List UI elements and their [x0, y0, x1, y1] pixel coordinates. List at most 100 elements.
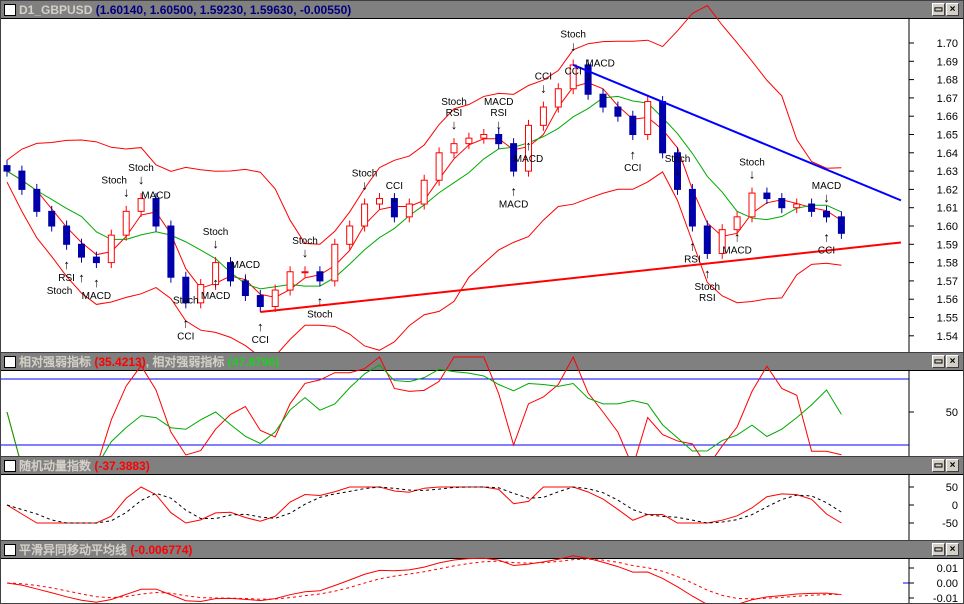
candle-body	[435, 152, 443, 181]
signal-label: Stoch	[560, 29, 586, 40]
y-tick-label: 1.61	[937, 203, 958, 215]
signal-arrow-up-icon: ↑	[183, 316, 190, 331]
macd-chart: 0.01 0.00 -0.01	[6, 555, 958, 603]
signal-label: CCI	[818, 245, 835, 256]
y-tick-label: -50	[942, 518, 958, 530]
signal-label: CCI	[252, 335, 269, 346]
main-chart-panel[interactable]: D1_GBPUSD (1.60140, 1.60500, 1.59230, 1.…	[0, 0, 964, 353]
panel-checkbox[interactable]	[4, 4, 16, 16]
signal-arrow-up-icon: ↑	[212, 275, 219, 290]
macd-title: 平滑异同移动平均线	[19, 543, 128, 557]
signal-label: RSI	[684, 255, 701, 266]
candle-body	[510, 143, 518, 172]
candle-body	[614, 106, 622, 117]
stoch-panel[interactable]: 随机动量指数 (-37.3883) ▭ × 50 0 -50	[0, 456, 964, 541]
y-tick-label: 1.57	[937, 276, 958, 288]
signal-label: RSI	[490, 108, 507, 119]
y-tick-label: 1.60	[937, 221, 958, 233]
candle-body	[584, 64, 592, 95]
candle-body	[823, 210, 830, 218]
signal-arrow-down-icon: ↓	[585, 68, 592, 83]
signal-label: Stoch	[47, 286, 73, 297]
trendline	[260, 241, 902, 314]
candle-body	[405, 203, 413, 218]
rsi-value: (35.4213)	[94, 355, 146, 369]
candle-body	[495, 134, 503, 145]
candle-body	[48, 210, 56, 227]
macd-panel[interactable]: 平滑异同移动平均线 (-0.006774) ▭ × 0.01 0.00 -0.01	[0, 540, 964, 604]
close-button[interactable]: ×	[946, 543, 959, 556]
signal-arrow-down-icon: ↓	[212, 236, 219, 251]
rsi-title-bar: 相对强弱指标 (35.4213), 相对强弱指标 (47.8796) ▭ ×	[1, 353, 963, 371]
signal-arrow-down-icon: ↓	[361, 177, 368, 192]
signal-arrow-down-icon: ↓	[302, 245, 309, 260]
panel-checkbox[interactable]	[4, 460, 16, 472]
restore-button[interactable]: ▭	[932, 355, 945, 368]
candle-body	[227, 262, 234, 282]
y-tick-label: 1.62	[937, 184, 958, 196]
macd-value: (-0.006774)	[130, 543, 193, 557]
signal-arrow-down-icon: ↓	[391, 190, 398, 205]
y-tick-label: 1.58	[937, 258, 958, 270]
y-tick-label: -0.01	[933, 593, 958, 603]
restore-button[interactable]: ▭	[932, 459, 945, 472]
signal-arrow-up-icon: ↑	[704, 266, 711, 281]
signal-label: Stoch	[307, 310, 333, 321]
rsi-fast-line	[6, 355, 842, 456]
candle-body	[808, 203, 816, 212]
signal-arrow-up-icon: ↑	[317, 294, 324, 309]
candle-body	[63, 225, 71, 245]
signal-label: MACD	[585, 59, 614, 70]
close-button[interactable]: ×	[946, 459, 959, 472]
panel-checkbox[interactable]	[4, 544, 16, 556]
candle-body	[450, 143, 458, 154]
y-tick-label: 1.55	[937, 313, 958, 325]
signal-label: CCI	[565, 66, 582, 77]
signal-label: Stoch	[665, 154, 691, 165]
restore-button[interactable]: ▭	[932, 3, 945, 16]
rsi-title-2: 相对强弱指标	[152, 355, 225, 369]
rsi-title: 相对强弱指标	[19, 355, 92, 369]
y-tick-label: 1.69	[937, 56, 958, 68]
signal-label: Stoch	[101, 176, 127, 187]
close-button[interactable]: ×	[946, 3, 959, 16]
signal-arrow-down-icon: ↓	[540, 80, 547, 95]
candle-body	[420, 179, 428, 205]
candle-body	[256, 295, 264, 308]
panel-checkbox[interactable]	[4, 356, 16, 368]
restore-button[interactable]: ▭	[932, 543, 945, 556]
candle-body	[659, 101, 667, 154]
candle-body	[599, 93, 607, 108]
signal-arrow-up-icon: ↑	[734, 229, 741, 244]
candle-body	[331, 243, 339, 282]
signal-arrow-down-icon: ↓	[674, 163, 681, 178]
signal-label: MACD	[141, 190, 170, 201]
rsi-panel[interactable]: 相对强弱指标 (35.4213), 相对强弱指标 (47.8796) ▭ × 50	[0, 352, 964, 457]
candle-body	[554, 88, 562, 108]
signal-label: MACD	[812, 181, 841, 192]
stoch-main-line	[6, 486, 842, 524]
signal-label: RSI	[446, 108, 463, 119]
signal-label: MACD	[499, 200, 528, 211]
candle-body	[763, 192, 771, 200]
candle-body	[241, 280, 249, 297]
stoch-title-bar: 随机动量指数 (-37.3883) ▭ ×	[1, 457, 963, 475]
candle-body	[733, 216, 741, 231]
candle-body	[539, 106, 547, 126]
y-tick-label: 1.70	[937, 38, 958, 50]
close-button[interactable]: ×	[946, 355, 959, 368]
candle-body	[122, 210, 130, 236]
signal-arrow-up-icon: ↑	[78, 270, 85, 285]
candle-body	[301, 271, 309, 274]
trendline	[572, 64, 902, 202]
bollinger-upper	[6, 4, 842, 245]
candle-body	[748, 192, 756, 218]
symbol-label: D1_GBPUSD	[19, 3, 93, 17]
signal-label: MACD	[722, 245, 751, 256]
signal-label: MACD	[514, 154, 543, 165]
main-title-bar: D1_GBPUSD (1.60140, 1.60500, 1.59230, 1.…	[1, 1, 963, 19]
signal-arrow-down-icon: ↓	[242, 269, 249, 284]
y-tick-label: 1.63	[937, 166, 958, 178]
y-tick-label: 50	[946, 407, 958, 419]
price-chart[interactable]: 1.70 1.69 1.68 1.67 1.66 1.65 1.64 1.63 1.62 1.61…	[1, 1, 963, 352]
